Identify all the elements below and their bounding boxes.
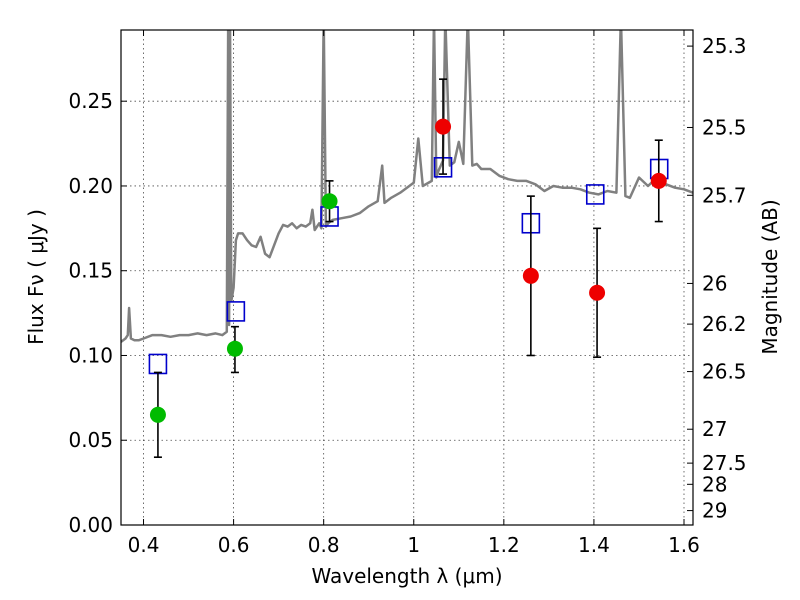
y-tick-label: 0.05 — [68, 428, 113, 452]
x-tick-label: 0.4 — [128, 533, 160, 557]
green-data-point — [149, 406, 166, 423]
y2-tick-label: 26.2 — [702, 312, 747, 336]
plot-frame — [120, 29, 694, 526]
green-data-point — [226, 340, 243, 357]
y2-tick-label: 29 — [702, 499, 727, 523]
red-data-point — [650, 172, 667, 189]
model-square — [148, 353, 168, 375]
axis-ticks: 0.4 0.6 0.8 1 1.2 1.4 1.6 0.00 0.05 0.10 0.15 0.20 0… — [68, 30, 747, 557]
red-data-point — [589, 284, 606, 301]
plot-area — [121, 30, 693, 458]
y-axis-label: Flux Fν ( μJy ) — [24, 209, 48, 345]
grid — [121, 30, 693, 526]
y-tick-label: 0.25 — [68, 89, 113, 113]
y2-tick-label: 25.5 — [702, 115, 747, 139]
y2-tick-label: 26 — [702, 271, 727, 295]
x-axis-label: Wavelength λ (μm) — [311, 564, 502, 588]
y2-tick-label: 27 — [702, 417, 727, 441]
y2-axis-label: Magnitude (AB) — [758, 199, 782, 354]
y-tick-label: 0.10 — [68, 343, 113, 367]
green-data-point — [321, 193, 338, 210]
x-tick-label: 0.8 — [308, 533, 340, 557]
template-spectrum-line — [121, 30, 693, 343]
x-tick-label: 0.6 — [218, 533, 250, 557]
y2-tick-label: 27.5 — [702, 451, 747, 475]
model-square — [585, 184, 605, 205]
y-tick-label: 0.20 — [68, 174, 113, 198]
y2-tick-label: 28 — [702, 472, 727, 496]
y-tick-label: 0.00 — [68, 513, 113, 537]
x-tick-label: 1 — [407, 533, 420, 557]
y2-tick-label: 25.7 — [702, 183, 747, 207]
y2-tick-label: 26.5 — [702, 360, 747, 384]
red-data-point — [435, 118, 452, 135]
x-tick-label: 1.4 — [578, 533, 610, 557]
y2-tick-label: 25.3 — [702, 34, 747, 58]
y-tick-label: 0.15 — [68, 259, 113, 283]
x-tick-label: 1.2 — [488, 533, 520, 557]
red-data-point — [522, 267, 539, 284]
x-tick-label: 1.6 — [668, 533, 700, 557]
model-square — [226, 301, 246, 322]
